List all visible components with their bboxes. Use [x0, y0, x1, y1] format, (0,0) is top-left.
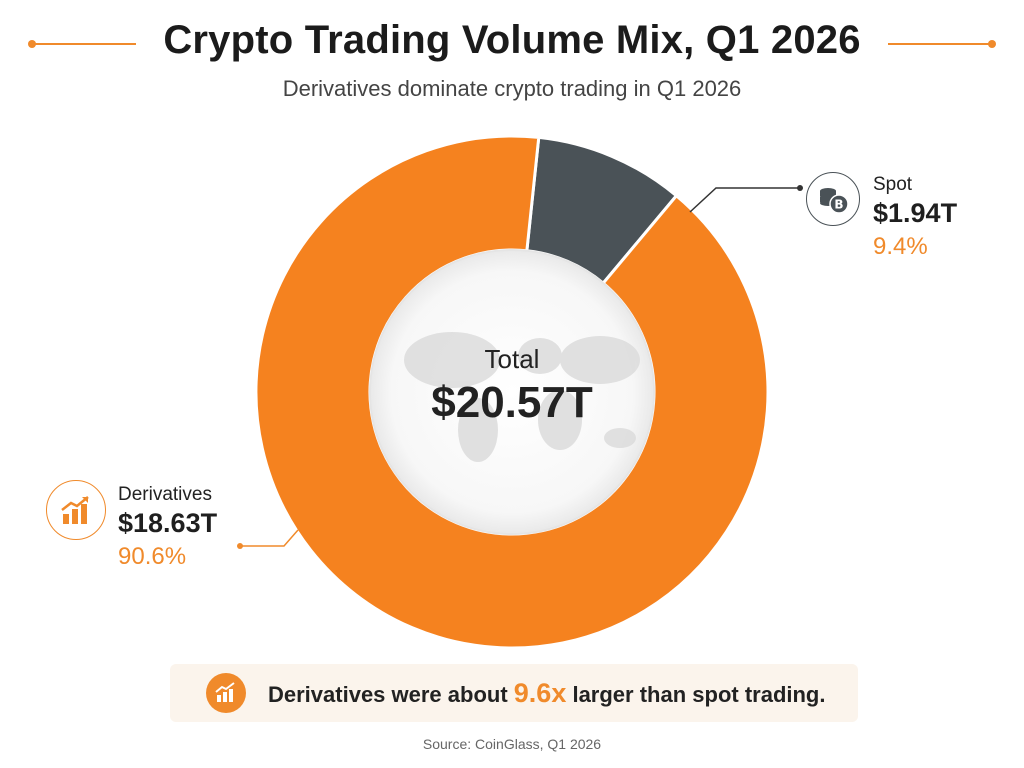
title-row: Crypto Trading Volume Mix, Q1 2026: [0, 14, 1024, 74]
chart-title: Crypto Trading Volume Mix, Q1 2026: [163, 18, 861, 62]
svg-text:B: B: [834, 198, 843, 212]
donut-center-disc: [369, 249, 655, 535]
callout-prefix: Derivatives were about: [268, 682, 514, 707]
title-right-dot: [988, 40, 996, 48]
spot-name: Spot: [873, 174, 913, 195]
callout-icon-circle: [206, 673, 246, 713]
growth-chart-icon: [61, 496, 89, 524]
derivatives-icon-circle: [46, 480, 106, 540]
world-map-pattern: [404, 332, 640, 462]
title-left-dot: [28, 40, 36, 48]
total-label: Total: [484, 344, 540, 374]
derivatives-leader-dot: [237, 543, 243, 549]
growth-chart-icon: [215, 682, 235, 702]
spot-leader-line: [689, 187, 800, 213]
derivatives-name: Derivatives: [118, 484, 212, 505]
derivatives-value: $18.63T: [118, 508, 218, 538]
source-note: Source: CoinGlass, Q1 2026: [422, 736, 602, 752]
title-right-line: [888, 43, 990, 45]
spot-label: Spot $1.94T 9.4%: [873, 174, 957, 261]
title-left-line: [34, 43, 136, 45]
spot-leader-dot: [797, 185, 803, 191]
coins-bitcoin-icon: B: [820, 188, 849, 214]
total-value: $20.57T: [431, 378, 593, 427]
spot-percent: 9.4%: [873, 233, 928, 260]
callout-highlight: 9.6x: [513, 678, 567, 708]
derivatives-label: Derivatives $18.63T 90.6%: [118, 484, 217, 571]
callout-banner: Derivatives were about 9.6x larger than …: [170, 664, 858, 722]
callout-suffix: larger than spot trading.: [566, 682, 826, 707]
chart-subtitle: Derivatives dominate crypto trading in Q…: [282, 76, 742, 101]
spot-icon-circle: B: [806, 172, 860, 226]
callout-text: Derivatives were about 9.6x larger than …: [268, 678, 825, 709]
derivatives-percent: 90.6%: [118, 543, 187, 570]
derivatives-leader-line: [240, 529, 299, 547]
spot-value: $1.94T: [873, 198, 958, 228]
